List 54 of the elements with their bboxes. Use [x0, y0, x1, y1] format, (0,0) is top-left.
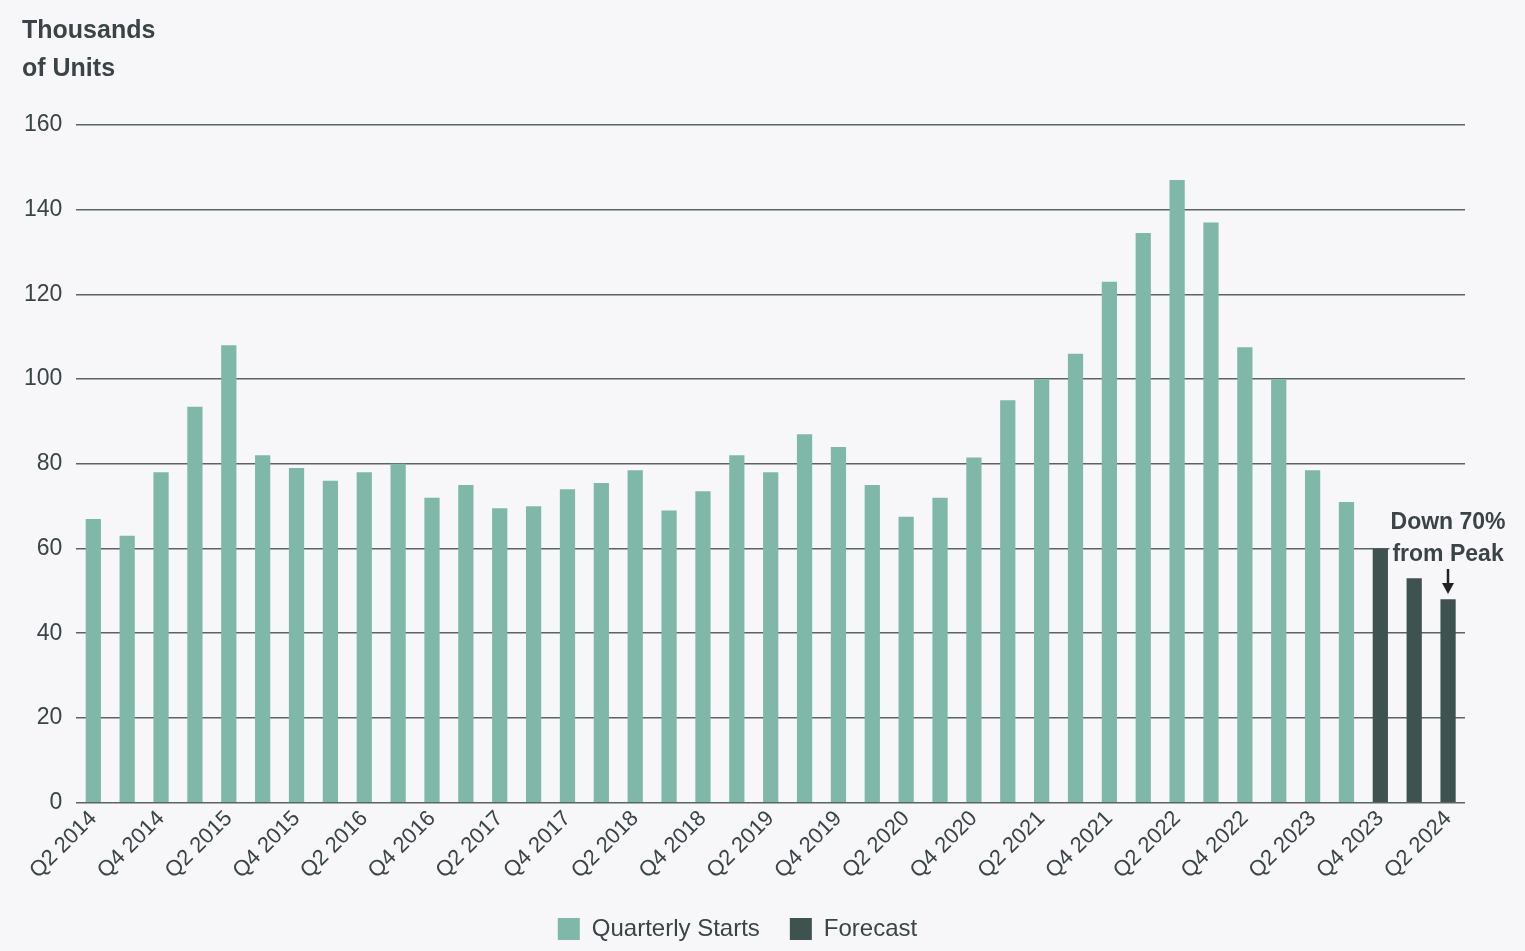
y-tick-label: 120 [24, 279, 63, 306]
bar [525, 506, 542, 802]
bar [627, 470, 643, 802]
bar [559, 489, 576, 802]
bar [288, 468, 305, 802]
bar [966, 457, 982, 802]
y-tick-label: 80 [36, 449, 63, 476]
bar [1304, 470, 1321, 802]
bar [458, 485, 474, 802]
bar [661, 510, 677, 802]
bar [85, 518, 101, 802]
annotation: Down 70% from Peak [1390, 508, 1506, 567]
y-axis-title: Thousands of Units [22, 14, 157, 83]
legend-label: Forecast [823, 913, 918, 941]
bar [932, 497, 948, 802]
bar [593, 482, 609, 802]
bar [1237, 347, 1253, 802]
bar [1338, 501, 1355, 802]
bar [695, 491, 711, 802]
bar [1372, 548, 1388, 802]
bar [119, 535, 135, 802]
y-tick-label: 0 [49, 788, 63, 814]
bar [1440, 599, 1456, 802]
legend-label: Quarterly Starts [591, 913, 760, 941]
bar [255, 455, 271, 802]
y-tick-label: 100 [24, 364, 63, 391]
bar [356, 472, 372, 802]
bar [424, 497, 440, 802]
bar [763, 472, 779, 802]
bar [221, 345, 237, 802]
bar [1271, 379, 1287, 802]
bar [390, 463, 406, 802]
y-tick-label: 60 [36, 533, 63, 560]
y-tick-label: 160 [24, 110, 63, 137]
y-tick-label: 140 [24, 195, 63, 222]
bar [864, 485, 880, 802]
bar [898, 516, 914, 802]
bar [729, 455, 745, 802]
bar [1034, 379, 1050, 802]
bar [492, 508, 508, 802]
bar [153, 472, 169, 802]
bar [187, 406, 203, 802]
bar [1135, 233, 1151, 802]
bar [1067, 353, 1084, 802]
y-tick-label: 40 [36, 618, 63, 645]
bar [1101, 281, 1117, 802]
bar [1203, 222, 1219, 802]
y-tick-label: 20 [36, 703, 63, 730]
bar [1169, 180, 1185, 802]
bar [322, 480, 339, 802]
bar [1000, 400, 1016, 802]
bar [1406, 578, 1422, 802]
bar [830, 446, 847, 802]
bar [796, 434, 813, 802]
